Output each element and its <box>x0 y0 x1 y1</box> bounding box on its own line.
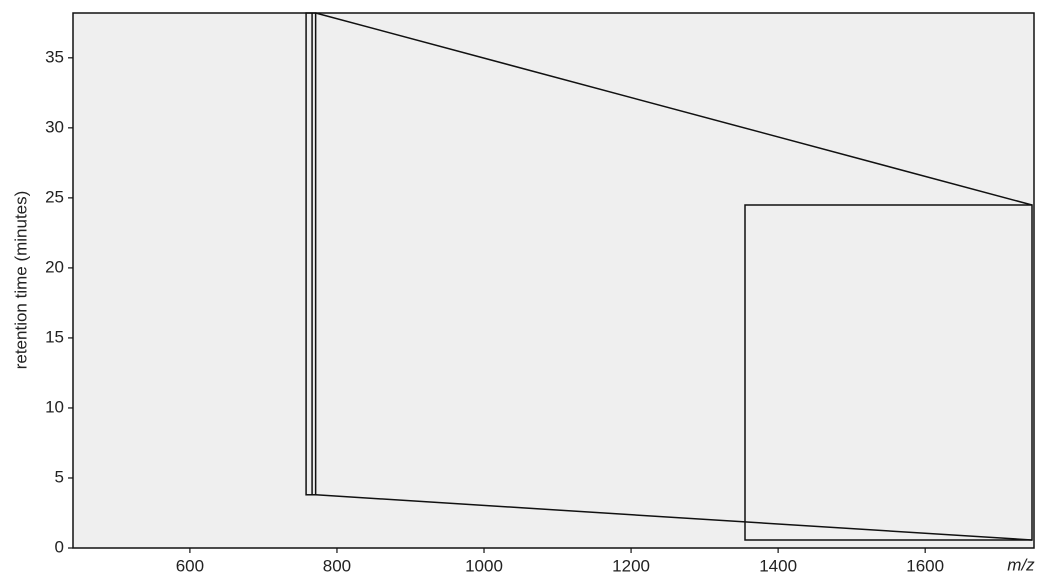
x-axis-label: m/z <box>1007 555 1035 574</box>
plot-background <box>73 13 1034 548</box>
y-tick-label: 30 <box>45 117 64 136</box>
zoom-connector <box>315 12 1033 206</box>
x-tick-label: 800 <box>323 556 351 575</box>
zoom-box <box>305 12 317 496</box>
y-tick-label: 0 <box>55 537 64 556</box>
y-axis-label: retention time (minutes) <box>11 191 30 370</box>
x-tick-label: 1400 <box>759 556 797 575</box>
y-tick-label: 15 <box>45 327 64 346</box>
plot-frame <box>72 12 1035 549</box>
x-tick-label: 1200 <box>612 556 650 575</box>
x-tick-label: 600 <box>176 556 204 575</box>
zoom-connector <box>315 494 1033 541</box>
y-tick-label: 5 <box>55 467 64 486</box>
inset-panel <box>744 204 1033 541</box>
y-tick-label: 10 <box>45 397 64 416</box>
x-tick-label: 1000 <box>465 556 503 575</box>
y-tick-label: 35 <box>45 47 64 66</box>
y-tick-label: 20 <box>45 257 64 276</box>
y-tick-label: 25 <box>45 187 64 206</box>
x-tick-label: 1600 <box>906 556 944 575</box>
